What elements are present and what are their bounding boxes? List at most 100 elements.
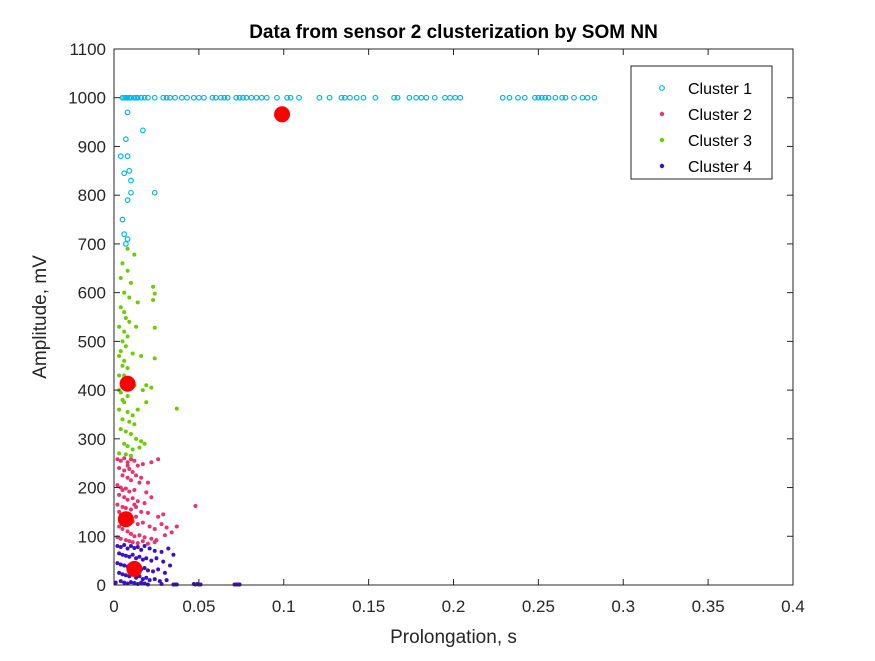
cluster-4-point [164, 578, 169, 583]
cluster-2-point [137, 480, 142, 485]
centroid-marker [117, 511, 134, 528]
cluster-3-point [130, 413, 135, 418]
cluster-1-point [240, 94, 246, 101]
cluster-1-point [124, 197, 131, 203]
cluster-1-point [391, 94, 397, 101]
cluster-3-point [128, 280, 133, 285]
cluster-1-point [338, 94, 345, 101]
cluster-1-point [122, 241, 129, 247]
cluster-3-point [122, 441, 127, 446]
cluster-3-point [122, 358, 127, 363]
cluster-3-point [132, 252, 137, 257]
cluster-4-point [123, 553, 128, 558]
cluster-1-point [535, 94, 542, 101]
cluster-1-point [128, 177, 134, 184]
cluster-4-point [137, 554, 142, 559]
cluster-4-point [115, 561, 120, 566]
centroid-marker [126, 560, 143, 577]
cluster-3-point [151, 284, 156, 289]
cluster-2-point [125, 497, 130, 502]
cluster-3-point [152, 325, 157, 330]
cluster-2-point [193, 504, 198, 509]
cluster-4-point [122, 580, 127, 585]
cluster-2-point [142, 501, 147, 506]
x-tick-label: 0.4 [781, 597, 805, 616]
cluster-1-point [263, 94, 270, 101]
cluster-4-point [120, 572, 125, 577]
cluster-4-point [122, 543, 127, 548]
legend: Cluster 1 Cluster 2 Cluster 3 Cluster 4 [630, 65, 773, 180]
cluster-2-point [128, 478, 133, 483]
x-tick-label: 0.3 [611, 597, 635, 616]
cluster-2-point [147, 524, 152, 529]
cluster-2-point [132, 502, 137, 507]
cluster-1-point [151, 189, 158, 196]
cluster-2-point [128, 531, 133, 536]
cluster-1-point [545, 94, 552, 101]
y-tick-label: 500 [78, 332, 106, 351]
cluster-3-point [151, 297, 156, 302]
cluster-1-point [287, 94, 294, 101]
cluster-2-point [130, 540, 135, 545]
cluster-1-point [515, 94, 521, 101]
cluster-2-point [152, 540, 157, 545]
cluster-1-point [506, 94, 513, 101]
cluster-2-point [140, 520, 145, 525]
cluster-1-point [141, 94, 148, 101]
cluster-3-point [117, 373, 122, 378]
cluster-1-point [431, 94, 438, 101]
x-tick-label: 0.05 [182, 597, 215, 616]
cluster-3-point [132, 422, 137, 427]
cluster-3-point [120, 261, 125, 266]
cluster-2-point [145, 510, 150, 515]
cluster-4-point [166, 546, 171, 551]
cluster-3-point [125, 410, 130, 415]
cluster-1-point [233, 94, 240, 101]
cluster-4-point [123, 573, 128, 578]
cluster-1-point [521, 94, 528, 101]
legend-label: Cluster 2 [688, 107, 752, 124]
cluster-1-point [296, 94, 302, 101]
cluster-4-point [152, 548, 157, 553]
cluster-4-point [128, 544, 133, 549]
cluster-3-point [122, 310, 127, 315]
cluster-1-point [552, 94, 559, 101]
cluster-2-point [134, 514, 139, 519]
cluster-1-point [201, 94, 207, 101]
cluster-4-point [171, 552, 176, 557]
cluster-3-point [118, 276, 123, 281]
cluster-2-point [125, 529, 130, 534]
cluster-1-point [172, 94, 179, 101]
cluster-1-point [562, 94, 569, 101]
cluster-4-point [132, 581, 137, 586]
cluster-1-point [184, 94, 190, 101]
cluster-1-point [122, 136, 129, 143]
cluster-4-point [115, 544, 120, 549]
cluster-2-point [130, 469, 135, 474]
cluster-2-point [128, 507, 133, 512]
cluster-2-point [149, 536, 154, 541]
cluster-3-point [127, 295, 132, 300]
cluster-2-point [123, 506, 128, 511]
cluster-1-point [372, 94, 379, 101]
cluster-2-point [117, 492, 122, 497]
cluster-2-point [149, 460, 154, 465]
y-tick-label: 100 [78, 527, 106, 546]
cluster-1-point [163, 94, 170, 101]
cluster-2-point [125, 475, 130, 480]
cluster-2-point [149, 495, 154, 500]
legend-label: Cluster 3 [688, 133, 752, 150]
cluster-3-point [144, 383, 149, 388]
cluster-1-point [584, 94, 591, 101]
cluster-4-point [144, 575, 149, 580]
cluster-1-point [394, 94, 401, 101]
cluster-2-point [137, 533, 142, 538]
cluster-4-point [117, 570, 122, 575]
cluster-1-point [122, 94, 129, 101]
cluster-4-point [168, 563, 173, 568]
cluster-3-point [122, 400, 127, 405]
cluster-1-point [423, 94, 430, 101]
cluster-2-point [123, 538, 128, 543]
cluster-2-point [125, 463, 130, 468]
cluster-3-point [130, 351, 135, 356]
